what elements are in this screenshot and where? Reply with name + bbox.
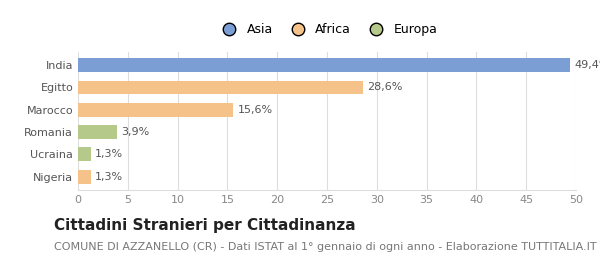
Text: 15,6%: 15,6% bbox=[238, 105, 272, 115]
Bar bbox=[78, 170, 91, 184]
Text: COMUNE DI AZZANELLO (CR) - Dati ISTAT al 1° gennaio di ogni anno - Elaborazione : COMUNE DI AZZANELLO (CR) - Dati ISTAT al… bbox=[54, 242, 596, 252]
Bar bbox=[78, 58, 570, 72]
Bar bbox=[78, 125, 117, 139]
Bar bbox=[78, 147, 91, 161]
Text: 1,3%: 1,3% bbox=[95, 172, 123, 182]
Text: Cittadini Stranieri per Cittadinanza: Cittadini Stranieri per Cittadinanza bbox=[54, 218, 356, 233]
Text: 3,9%: 3,9% bbox=[121, 127, 149, 137]
Text: 28,6%: 28,6% bbox=[367, 82, 402, 93]
Bar bbox=[78, 81, 363, 94]
Bar bbox=[78, 103, 233, 117]
Text: 49,4%: 49,4% bbox=[574, 60, 600, 70]
Legend: Asia, Africa, Europa: Asia, Africa, Europa bbox=[213, 20, 441, 40]
Text: 1,3%: 1,3% bbox=[95, 149, 123, 159]
